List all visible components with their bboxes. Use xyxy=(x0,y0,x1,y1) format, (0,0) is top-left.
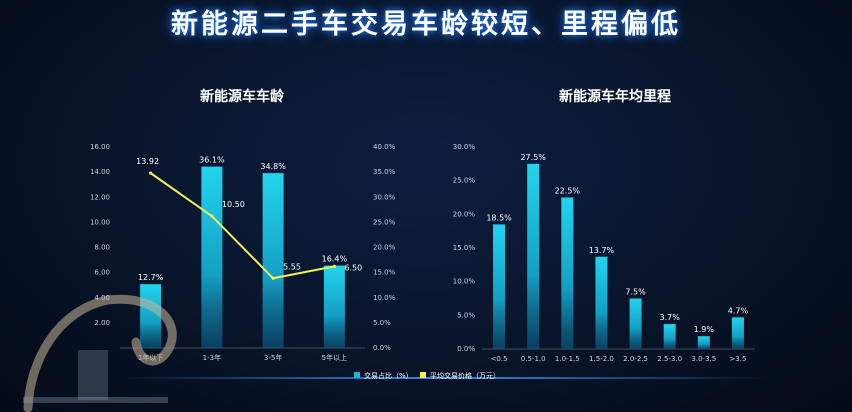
chart2-bar-label: 3.7% xyxy=(660,313,681,322)
chart1-bar-label: 16.4% xyxy=(322,255,348,264)
chart1-category-label: 3-5年 xyxy=(264,353,282,362)
chart2-category-label: >3.5 xyxy=(729,355,746,363)
chart2-title: 新能源车年均里程 xyxy=(559,88,671,105)
chart1-left-tick-label: 12.00 xyxy=(90,193,110,201)
chart2-bar xyxy=(527,163,540,349)
chart1-right-tick-label: 5.0% xyxy=(373,319,391,327)
chart1-price-point xyxy=(332,264,336,268)
chart2-bar xyxy=(561,197,574,349)
chart1-right-tick-label: 30.0% xyxy=(373,193,396,201)
chart2-tick-label: 30.0% xyxy=(453,143,476,151)
chart2-bar xyxy=(493,224,506,349)
chart2-bar-label: 27.5% xyxy=(520,153,546,162)
chart1-left-tick-label: 10.00 xyxy=(90,218,110,226)
chart1-bar xyxy=(262,173,284,348)
chart2-bar xyxy=(595,256,608,349)
page-title: 新能源二手车交易车龄较短、里程偏低 xyxy=(171,9,681,40)
chart1-right-tick-label: 15.0% xyxy=(373,269,396,277)
chart1-price-point xyxy=(210,214,214,218)
chart2-bar xyxy=(629,298,642,349)
legend-line-swatch xyxy=(420,372,426,378)
chart2-bar-label: 4.7% xyxy=(728,306,749,315)
chart2-category-label: 3.0-3.5 xyxy=(691,355,716,363)
chart2-bar xyxy=(731,317,744,349)
chart2-tick-label: 25.0% xyxy=(453,177,476,185)
chart2-bar-label: 18.5% xyxy=(486,213,512,222)
chart1-left-tick-label: 14.00 xyxy=(90,168,110,176)
chart1-category-label: 1-3年 xyxy=(203,353,221,362)
legend-bar-label: 交易占比（%） xyxy=(364,371,413,380)
watermark-logo xyxy=(23,294,177,412)
chart1-bar-label: 34.8% xyxy=(260,162,286,171)
chart1-right-tick-label: 35.0% xyxy=(373,168,396,176)
chart1-price-point xyxy=(149,171,153,175)
chart2-bar xyxy=(697,336,710,349)
chart2-category-label: 1.5-2.0 xyxy=(589,355,614,363)
chart1-bar-label: 12.7% xyxy=(138,273,164,282)
chart1-right-tick-label: 10.0% xyxy=(373,294,396,302)
chart1-category-label: 5年以上 xyxy=(322,353,347,362)
chart1-left-tick-label: 16.00 xyxy=(90,143,110,151)
chart2-bar-label: 22.5% xyxy=(555,187,581,196)
chart1-bar-label: 36.1% xyxy=(199,156,225,165)
chart2-tick-label: 10.0% xyxy=(453,278,476,286)
chart2-category-label: 1.0-1.5 xyxy=(555,355,580,363)
chart2-category-label: 2.0-2.5 xyxy=(623,355,648,363)
legend-line-label: 平均交易价格（万元） xyxy=(430,371,500,380)
chart1-right-tick-label: 0.0% xyxy=(373,344,391,352)
chart1-left-tick-label: 8.00 xyxy=(94,244,110,252)
chart2-bar-label: 13.7% xyxy=(589,246,615,255)
chart1-right-tick-label: 25.0% xyxy=(373,218,396,226)
chart2-bar xyxy=(663,324,676,349)
chart1-right-tick-label: 40.0% xyxy=(373,143,396,151)
chart1-price-label: 5.55 xyxy=(283,262,301,271)
chart2-tick-label: 20.0% xyxy=(453,210,476,218)
chart2-category-label: 0.5-1.0 xyxy=(521,355,546,363)
chart1-left-tick-label: 6.00 xyxy=(94,269,110,277)
chart1-title: 新能源车车龄 xyxy=(200,88,285,105)
chart1-price-label: 13.92 xyxy=(136,157,159,166)
chart2-category-label: 2.5-3.0 xyxy=(657,355,682,363)
bottom-glow-line xyxy=(120,377,770,379)
chart1-bar xyxy=(323,265,345,348)
chart1-price-line xyxy=(150,172,335,280)
chart1-left-tick-label: 2.00 xyxy=(94,319,110,327)
chart1-price-label: 10.50 xyxy=(222,200,245,209)
chart1-right-tick-label: 20.0% xyxy=(373,244,396,252)
chart2-bar-label: 7.5% xyxy=(625,288,646,297)
legend-bar-swatch xyxy=(354,372,360,378)
chart1-bar xyxy=(201,166,223,348)
chart2-category-label: <0.5 xyxy=(491,355,508,363)
chart1-price-label: 6.50 xyxy=(344,263,362,272)
chart2-tick-label: 0.0% xyxy=(457,345,475,353)
chart1-price-point xyxy=(271,276,275,280)
chart2-tick-label: 15.0% xyxy=(453,244,476,252)
chart2-bar-label: 1.9% xyxy=(694,325,715,334)
chart2-tick-label: 5.0% xyxy=(457,311,475,319)
